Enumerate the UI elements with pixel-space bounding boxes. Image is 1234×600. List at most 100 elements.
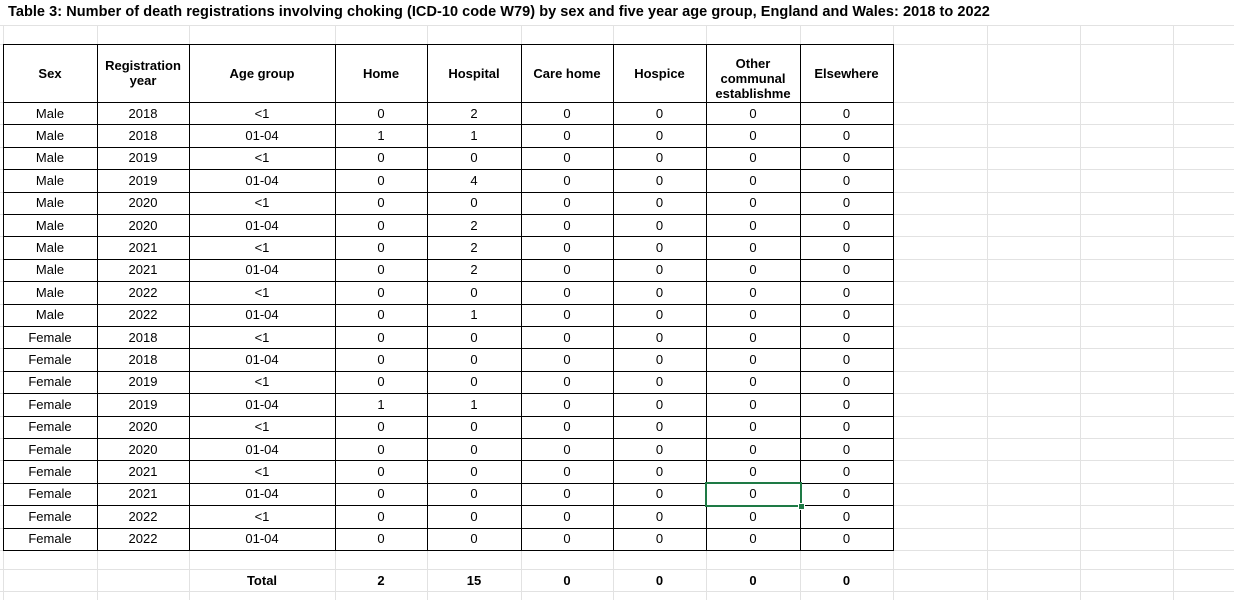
table-cell[interactable]: 0 [655,419,664,435]
table-cell[interactable]: 2 [470,105,478,121]
table-cell[interactable]: 0 [842,217,851,233]
table-cell[interactable]: 0 [655,150,664,166]
table-cell[interactable]: 2020 [128,195,158,211]
table-cell[interactable]: <1 [254,329,270,345]
table-cell[interactable]: 0 [377,195,385,211]
table-cell[interactable]: 2022 [128,531,158,547]
table-cell[interactable]: 2018 [128,329,158,345]
column-header[interactable]: Elsewhere [814,65,879,81]
table-cell[interactable]: 0 [655,240,664,256]
table-cell[interactable]: 0 [563,374,571,390]
table-cell[interactable]: 0 [842,240,851,256]
total-value[interactable]: 15 [466,572,482,588]
total-value[interactable]: 0 [842,572,851,588]
table-cell[interactable]: 0 [563,105,571,121]
table-cell[interactable]: 0 [842,352,851,368]
table-cell[interactable]: 01-04 [245,217,279,233]
table-cell[interactable]: 0 [563,307,571,323]
table-cell[interactable]: 0 [377,419,385,435]
table-cell[interactable]: 0 [842,284,851,300]
table-cell[interactable]: 0 [749,374,757,390]
table-cell[interactable]: 0 [749,329,757,345]
table-cell[interactable]: Male [35,105,65,121]
table-cell[interactable]: 0 [655,374,664,390]
table-cell[interactable]: 0 [749,464,757,480]
table-cell[interactable]: 0 [563,172,571,188]
table-cell[interactable]: 0 [377,217,385,233]
table-cell[interactable]: 0 [377,240,385,256]
table-cell[interactable]: Male [35,172,65,188]
table-cell[interactable]: 0 [842,486,851,502]
table-cell[interactable]: Male [35,150,65,166]
table-cell[interactable]: 0 [470,464,478,480]
table-cell[interactable]: 0 [655,486,664,502]
table-cell[interactable]: <1 [254,105,270,121]
table-cell[interactable]: 01-04 [245,396,279,412]
table-cell[interactable]: 2022 [128,307,158,323]
table-cell[interactable]: 0 [655,284,664,300]
table-cell[interactable]: 0 [563,486,571,502]
table-cell[interactable]: 1 [377,128,385,144]
table-cell[interactable]: <1 [254,508,270,524]
column-header[interactable]: Home [362,65,400,81]
table-cell[interactable]: 2018 [128,128,158,144]
table-cell[interactable]: 0 [842,105,851,121]
table-cell[interactable]: <1 [254,464,270,480]
table-cell[interactable]: 0 [377,486,385,502]
table-cell[interactable]: 2019 [128,172,158,188]
table-cell[interactable]: 0 [655,217,664,233]
table-cell[interactable]: 2018 [128,105,158,121]
table-cell[interactable]: 0 [470,441,478,457]
table-cell[interactable]: Female [28,396,72,412]
table-cell[interactable]: 0 [563,128,571,144]
table-cell[interactable]: 4 [470,172,478,188]
table-cell[interactable]: 0 [377,441,385,457]
table-cell[interactable]: 0 [842,262,851,278]
table-cell[interactable]: 0 [377,329,385,345]
column-header[interactable]: Hospice [634,65,685,81]
table-cell[interactable]: 0 [655,441,664,457]
table-cell[interactable]: 0 [470,195,478,211]
table-cell[interactable]: 0 [563,329,571,345]
table-cell[interactable]: 0 [655,105,664,121]
table-cell[interactable]: 0 [842,508,851,524]
table-cell[interactable]: 0 [470,508,478,524]
table-cell[interactable]: 0 [377,172,385,188]
table-cell[interactable]: 0 [749,396,757,412]
table-cell[interactable]: Female [28,329,72,345]
table-cell[interactable]: 0 [563,195,571,211]
table-cell[interactable]: 2 [470,240,478,256]
table-cell[interactable]: 0 [655,128,664,144]
table-cell[interactable]: 2022 [128,284,158,300]
table-cell[interactable]: 0 [842,396,851,412]
table-cell[interactable]: 0 [655,464,664,480]
table-cell[interactable]: 0 [842,419,851,435]
table-cell[interactable]: 0 [563,240,571,256]
table-cell[interactable]: 0 [377,352,385,368]
table-cell[interactable]: 01-04 [245,352,279,368]
table-cell[interactable]: 2021 [128,240,158,256]
table-cell[interactable]: 0 [655,329,664,345]
table-cell[interactable]: 01-04 [245,262,279,278]
table-cell[interactable]: 0 [655,531,664,547]
table-cell[interactable]: Female [28,441,72,457]
table-cell[interactable]: 0 [563,352,571,368]
total-value[interactable]: 0 [655,572,664,588]
table-cell[interactable]: 0 [563,531,571,547]
table-cell[interactable]: 0 [749,352,757,368]
table-cell[interactable]: 0 [470,486,478,502]
table-cell[interactable]: 01-04 [245,441,279,457]
table-cell[interactable]: 0 [563,508,571,524]
table-cell[interactable]: 0 [655,508,664,524]
table-cell[interactable]: <1 [254,150,270,166]
table-cell[interactable]: 2021 [128,486,158,502]
table-cell[interactable]: Female [28,486,72,502]
table-cell[interactable]: 0 [655,307,664,323]
table-cell[interactable]: 0 [749,240,757,256]
table-cell[interactable]: <1 [254,195,270,211]
table-cell[interactable]: 0 [470,531,478,547]
table-cell[interactable]: Male [35,128,65,144]
column-header[interactable]: Hospital [448,65,500,81]
table-cell[interactable]: 0 [749,172,757,188]
table-cell[interactable]: Female [28,352,72,368]
